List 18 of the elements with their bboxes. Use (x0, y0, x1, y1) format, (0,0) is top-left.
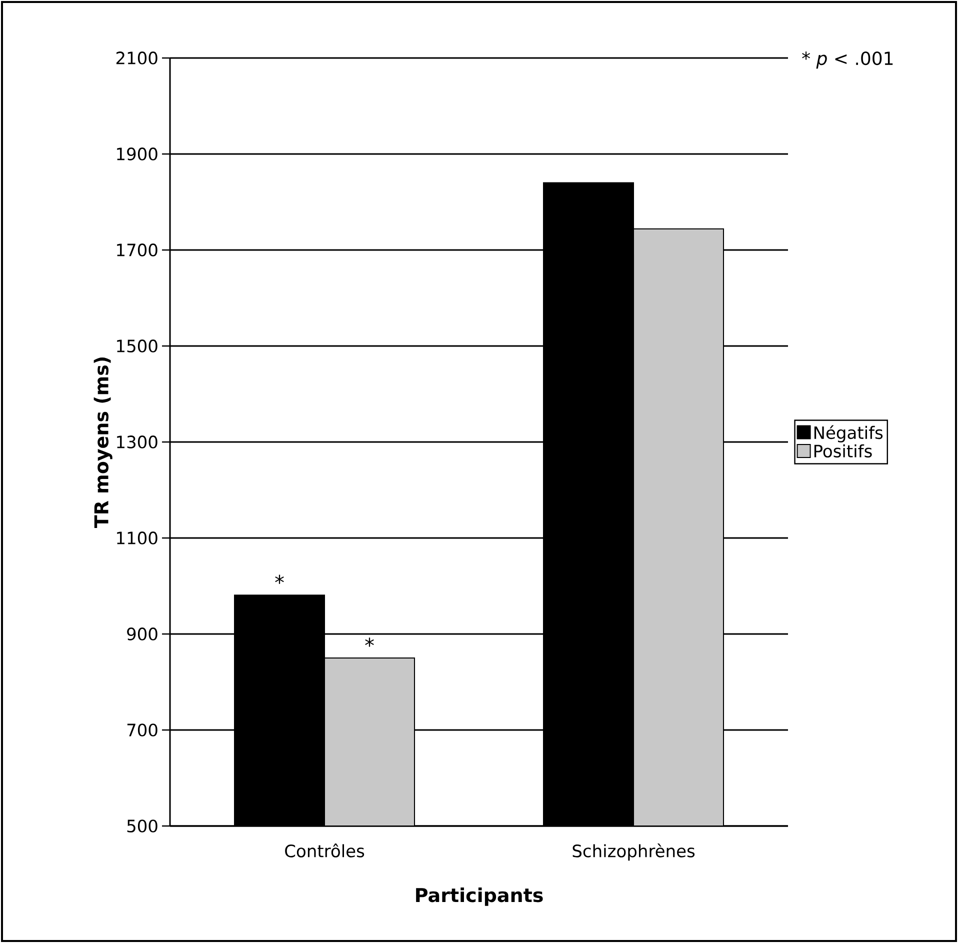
y-axis-title: TR moyens (ms) (94, 358, 112, 528)
legend-label: Négatifs (814, 425, 883, 442)
y-tick-label: 700 (127, 724, 158, 736)
y-tick-label: 900 (127, 628, 158, 640)
text: *p < .001 (802, 52, 893, 69)
y-tick-label: 1500 (117, 340, 158, 352)
y-tick-label: 1300 (117, 436, 158, 448)
x-tick-label: Schizophrènes (572, 844, 695, 861)
legend-label: Positifs (814, 444, 872, 458)
x-axis-title: Participants (416, 888, 543, 906)
y-tick-label: 2100 (116, 52, 158, 64)
y-tick-label: 1100 (117, 532, 158, 544)
y-tick-label: 500 (127, 820, 158, 832)
annotation: * (275, 574, 284, 584)
y-tick-label: 1900 (117, 148, 158, 160)
annotation: * (365, 638, 374, 647)
x-tick-label: Contrôles (285, 844, 364, 858)
y-tick-label: 1700 (117, 244, 158, 256)
